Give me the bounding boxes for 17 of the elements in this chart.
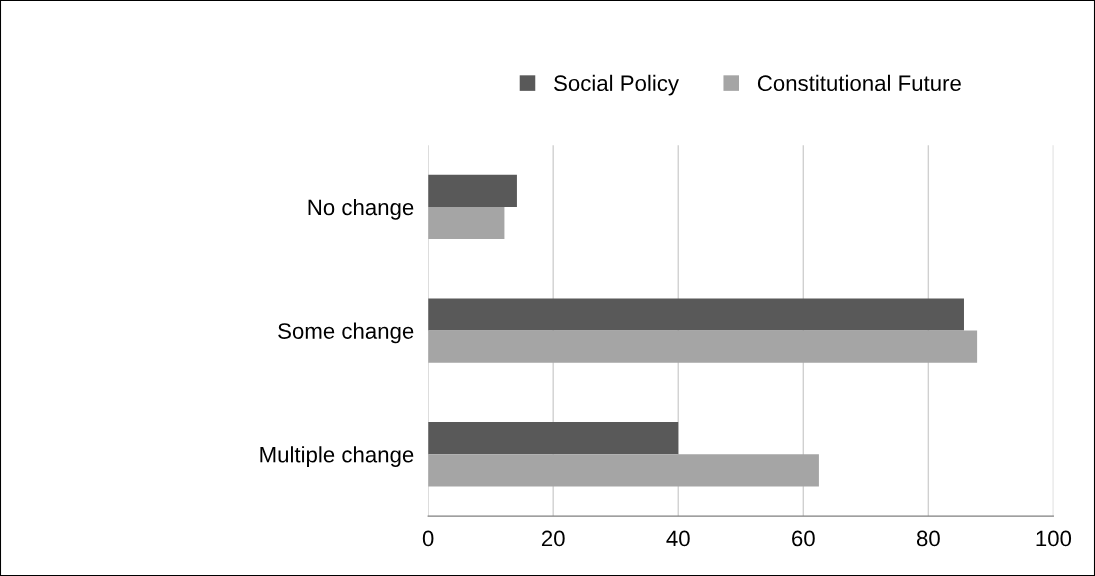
- bar: [428, 174, 517, 207]
- legend-label: Social Policy: [554, 74, 679, 96]
- x-tick-label: 20: [541, 530, 565, 547]
- y-tick-label: No change: [308, 198, 414, 220]
- bar: [428, 206, 505, 240]
- bar: [428, 330, 978, 363]
- bar: [428, 298, 964, 331]
- legend-label: Constitutional Future: [757, 74, 961, 92]
- x-tick-label: 40: [666, 530, 690, 547]
- bar: [428, 454, 819, 487]
- x-tick-label: 60: [792, 530, 815, 547]
- x-tick-label: 80: [916, 530, 940, 547]
- y-tick-label: Some change: [278, 322, 414, 344]
- x-tick-label: 100: [1036, 530, 1072, 547]
- bar: [428, 422, 679, 455]
- x-tick-label: 0: [422, 530, 434, 547]
- y-tick-label: Multiple change: [260, 446, 414, 467]
